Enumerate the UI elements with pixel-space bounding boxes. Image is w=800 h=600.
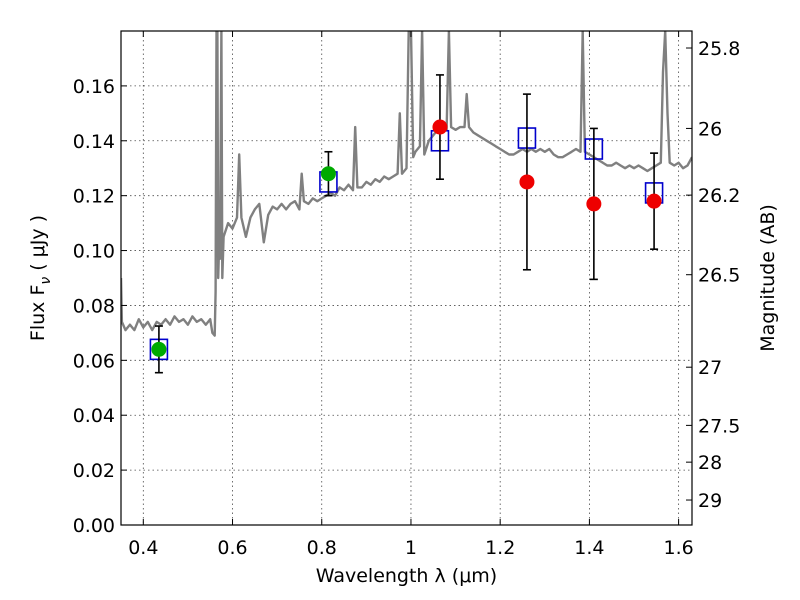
x-tick-label: 0.4 xyxy=(128,537,158,559)
x-tick-label: 1.6 xyxy=(664,537,694,559)
plot-frame xyxy=(120,30,693,526)
magnitude-tick-label: 27.5 xyxy=(698,415,740,437)
y-axis-label: Flux Fν ( μJy ) xyxy=(27,215,54,341)
magnitude-tick-label: 25.8 xyxy=(698,38,740,60)
plot-area xyxy=(121,31,692,374)
series-group xyxy=(121,31,692,374)
x-tick-label: 1 xyxy=(405,537,417,559)
observed-point xyxy=(151,341,167,357)
magnitude-tick-label: 26.5 xyxy=(698,265,740,287)
y-tick-label: 0.04 xyxy=(73,405,115,427)
magnitude-axis-label: Magnitude (AB) xyxy=(757,204,779,352)
magnitude-tick-label: 26.2 xyxy=(698,185,740,207)
y-tick-label: 0.16 xyxy=(73,76,115,98)
svg-text:Flux Fν( μJy ): Flux Fν ( μJy ) xyxy=(27,215,54,341)
y-axis-label-subscript: ν xyxy=(38,277,54,285)
x-axis-label: Wavelength λ (μm) xyxy=(316,565,497,587)
magnitude-tick-label: 26 xyxy=(698,118,722,140)
observed-point xyxy=(646,193,662,209)
y-tick-label: 0.12 xyxy=(73,186,115,208)
y-axis-label-main: Flux F xyxy=(27,285,49,341)
y-tick-label: 0.02 xyxy=(73,460,115,482)
x-tick-label: 0.6 xyxy=(217,537,247,559)
magnitude-tick-label: 29 xyxy=(698,490,722,512)
x-tick-label: 1.4 xyxy=(574,537,604,559)
x-tick-label: 1.2 xyxy=(485,537,515,559)
observed-point xyxy=(586,196,602,212)
observed-point xyxy=(320,166,336,182)
y-tick-label: 0.08 xyxy=(73,295,115,317)
y-tick-label: 0.10 xyxy=(73,241,115,263)
axes: 0.4 0.6 0.8 1 1.2 1.4 1.6 0.00 0.02 0.04 0.06 0.08 0… xyxy=(73,31,740,559)
observed-point xyxy=(519,174,535,190)
y-tick-label: 0.06 xyxy=(73,350,115,372)
x-tick-label: 0.8 xyxy=(307,537,337,559)
y-tick-label: 0.14 xyxy=(73,131,115,153)
y-axis-label-unit: ( μJy ) xyxy=(27,215,49,271)
magnitude-tick-label: 28 xyxy=(698,452,722,474)
observed-point xyxy=(432,119,448,135)
y-tick-label: 0.00 xyxy=(73,515,115,537)
model-sed-line xyxy=(121,31,692,337)
magnitude-tick-label: 27 xyxy=(698,357,722,379)
